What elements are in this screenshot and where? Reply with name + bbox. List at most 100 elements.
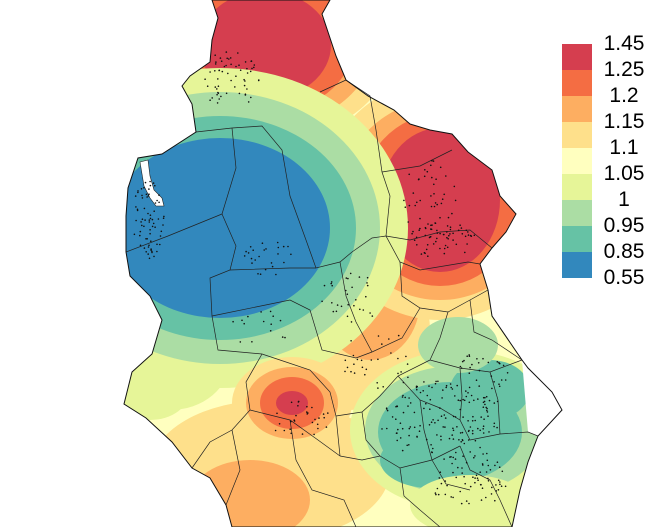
event-point [145, 193, 148, 196]
event-point [488, 399, 491, 402]
event-point [481, 487, 484, 490]
event-point [141, 194, 143, 197]
event-point [399, 422, 402, 425]
event-point [430, 164, 432, 167]
event-point [457, 466, 459, 469]
event-point [476, 358, 478, 360]
event-point [336, 304, 339, 306]
event-point [401, 396, 404, 398]
event-point [218, 69, 221, 72]
event-point [440, 415, 443, 418]
event-point [225, 51, 228, 53]
event-point [419, 199, 422, 202]
event-point [478, 369, 481, 372]
event-point [159, 243, 161, 246]
legend-label: 1.05 [603, 162, 645, 185]
event-point [349, 272, 352, 275]
event-point [386, 427, 388, 430]
event-point [482, 428, 485, 430]
event-point [490, 375, 493, 377]
event-point [408, 427, 411, 430]
event-point [464, 482, 467, 485]
event-point [465, 390, 467, 392]
event-point [139, 230, 142, 233]
event-point [152, 222, 155, 225]
event-point [143, 187, 145, 189]
event-point [435, 178, 437, 180]
event-point [430, 224, 432, 227]
event-point [321, 300, 323, 303]
event-point [144, 219, 146, 221]
event-point [140, 221, 142, 223]
event-point [365, 295, 367, 298]
event-point [469, 485, 472, 488]
event-point [465, 461, 468, 464]
event-point [386, 408, 388, 410]
event-point [424, 234, 427, 237]
event-point [154, 202, 157, 204]
event-point [277, 246, 280, 249]
central-peak-band [276, 391, 308, 415]
event-point [482, 396, 485, 399]
event-point [313, 433, 315, 436]
event-point [423, 175, 426, 178]
event-point [141, 218, 144, 220]
event-point [402, 381, 405, 384]
event-point [444, 244, 447, 247]
event-point [430, 195, 432, 197]
event-point [482, 432, 485, 434]
event-point [250, 257, 253, 260]
event-point [369, 312, 371, 314]
event-point [409, 402, 412, 404]
event-point [244, 80, 246, 82]
event-point [422, 390, 425, 392]
event-point [149, 229, 151, 231]
event-point [441, 198, 444, 200]
event-point [211, 97, 213, 99]
event-point [461, 472, 464, 474]
event-point [500, 485, 503, 488]
event-point [225, 92, 228, 95]
event-point [140, 188, 143, 190]
event-point [442, 426, 445, 428]
event-point [458, 439, 460, 441]
event-point [322, 413, 325, 415]
event-point [424, 252, 426, 255]
event-point [311, 406, 313, 409]
event-point [436, 487, 439, 490]
event-point [482, 401, 485, 404]
event-point [455, 476, 458, 479]
event-point [483, 400, 486, 403]
event-point [323, 284, 326, 287]
event-point [439, 166, 442, 169]
event-point [468, 372, 471, 375]
event-point [340, 305, 343, 308]
event-point [451, 462, 453, 465]
event-point [158, 201, 160, 204]
event-point [232, 320, 234, 323]
event-point [459, 490, 462, 493]
event-point [221, 70, 224, 73]
event-point [477, 479, 479, 482]
event-point [239, 341, 242, 343]
event-point [325, 426, 328, 428]
event-point [493, 422, 496, 425]
event-point [445, 175, 447, 177]
event-point [434, 222, 436, 224]
event-point [289, 428, 292, 431]
event-point [460, 441, 463, 443]
event-point [424, 169, 426, 171]
event-point [243, 78, 245, 81]
event-point [468, 401, 471, 404]
event-point [463, 399, 466, 402]
event-point [407, 376, 409, 379]
event-point [257, 79, 260, 82]
event-point [416, 244, 418, 246]
event-point [361, 366, 364, 369]
event-point [162, 217, 165, 219]
event-point [259, 273, 262, 276]
event-point [472, 476, 474, 479]
event-point [497, 489, 500, 491]
event-point [364, 373, 366, 376]
event-point [237, 52, 239, 54]
